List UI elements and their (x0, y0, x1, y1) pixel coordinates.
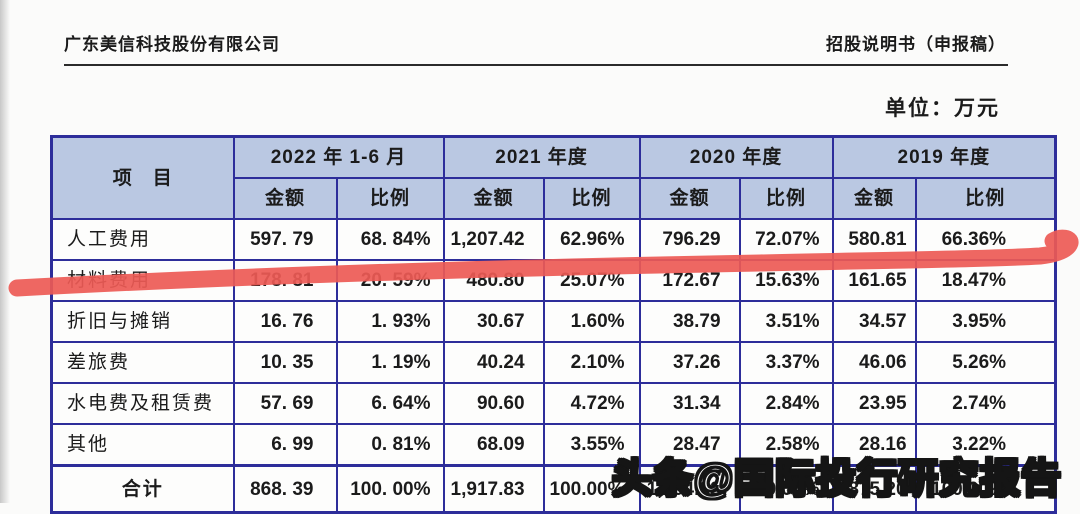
cell-ratio: 1. 19% (335, 341, 445, 384)
col-header-amount: 金额 (442, 177, 545, 220)
row-label: 差旅费 (50, 341, 235, 384)
cell-amount: 10. 35 (232, 341, 338, 384)
document-header: 广东美信科技股份有限公司 招股说明书（申报稿） (0, 0, 1080, 55)
cell-ratio: 3.55% (542, 423, 641, 467)
cell-amount: 28.16 (831, 423, 917, 467)
table-row: 人工费用 597. 79 68. 84% 1,207.42 62.96% 796.29 72… (50, 218, 1057, 261)
header-divider (64, 64, 1008, 66)
cell-ratio: 2.74% (914, 382, 1057, 425)
col-header-amount: 金额 (232, 177, 338, 220)
col-header-ratio: 比例 (542, 177, 641, 220)
cell-amount: 31.34 (638, 382, 741, 425)
table-row: 折旧与摊销 16. 76 1. 93% 30.67 1.60% 38.79 3.51% 34.… (50, 300, 1057, 343)
unit-row: 单位：万元 (0, 66, 1080, 122)
cell-ratio: 1.60% (542, 300, 641, 343)
col-header-period-2019: 2019 年度 (831, 135, 1057, 179)
col-header-amount: 金额 (831, 177, 917, 220)
col-header-amount: 金额 (638, 177, 741, 220)
cell-ratio: 5.26% (914, 341, 1057, 384)
cell-ratio: 72.07% (738, 218, 834, 261)
cell-amount: 796.29 (638, 218, 741, 261)
row-label: 水电费及租赁费 (50, 382, 235, 425)
cell-ratio: 6. 64% (335, 382, 445, 425)
cell-ratio: 2.58% (738, 423, 834, 467)
col-header-period-2021: 2021 年度 (442, 135, 641, 179)
cell-amount: 28.47 (638, 423, 741, 467)
cell-ratio: 62.96% (542, 218, 641, 261)
cell-ratio: 3.51% (738, 300, 834, 343)
table-header-period-row: 项 目 2022 年 1-6 月 2021 年度 2020 年度 2019 年度 (50, 135, 1057, 220)
cell-ratio: 2.10% (542, 341, 641, 384)
cell-amount: 40.24 (442, 341, 545, 384)
table-row: 水电费及租赁费 57. 69 6. 64% 90.60 4.72% 31.34 2.84% 2… (50, 382, 1057, 425)
cell-amount: 172.67 (638, 259, 741, 302)
cell-amount: 38.79 (638, 300, 741, 343)
cell-ratio: 66.36% (914, 218, 1057, 261)
col-header-period-2020: 2020 年度 (638, 135, 834, 179)
cell-ratio: 3.37% (738, 341, 834, 384)
cell-amount: 580.81 (831, 218, 917, 261)
cell-amount: 597. 79 (232, 218, 338, 261)
cell-amount: 68.09 (442, 423, 545, 467)
cell-ratio: 18.47% (914, 259, 1057, 302)
row-label: 其他 (50, 423, 235, 467)
cell-ratio: 2.84% (738, 382, 834, 425)
cell-ratio: 25.07% (542, 259, 641, 302)
cell-amount: 868. 39 (232, 464, 338, 514)
cell-ratio: 0. 81% (335, 423, 445, 467)
cell-ratio: 100. 00% (335, 464, 445, 514)
company-name: 广东美信科技股份有限公司 (64, 35, 280, 54)
doc-title: 招股说明书（申报稿） (826, 35, 1006, 54)
cell-ratio: 4.72% (542, 382, 641, 425)
cell-amount: 6. 99 (232, 423, 338, 467)
cell-amount: 16. 76 (232, 300, 338, 343)
cell-amount: 161.65 (831, 259, 917, 302)
row-label: 合计 (50, 464, 235, 514)
col-header-ratio: 比例 (914, 177, 1057, 220)
col-header-ratio: 比例 (335, 177, 445, 220)
cell-ratio: 3.95% (914, 300, 1057, 343)
cell-ratio: 68. 84% (335, 218, 445, 261)
cell-amount: 34.57 (831, 300, 917, 343)
table-row: 差旅费 10. 35 1. 19% 40.24 2.10% 37.26 3.37% 46.06… (50, 341, 1057, 384)
table-header-measure-row: 金额 比例 金额 比例 金额 比例 金额 比例 (52, 177, 1057, 220)
row-label: 折旧与摊销 (50, 300, 235, 343)
col-header-item: 项 目 (50, 135, 235, 220)
table-row: 其他 6. 99 0. 81% 68.09 3.55% 28.47 2.58% 28.16 3.… (50, 423, 1057, 467)
cell-amount: 23.95 (831, 382, 917, 425)
cell-amount: 37.26 (638, 341, 741, 384)
cell-amount: 30.67 (442, 300, 545, 343)
cell-amount: 1,207.42 (442, 218, 545, 261)
cell-ratio: 20. 59% (335, 259, 445, 302)
cell-ratio: 3.22% (914, 423, 1057, 467)
watermark-text: 头条@国际投行研究报告 (611, 456, 1063, 502)
row-label: 材料费用 (50, 259, 235, 302)
table-row: 材料费用 178. 81 20. 59% 480.80 25.07% 172.67 15.6… (50, 259, 1057, 302)
cell-amount: 1,917.83 (442, 464, 545, 514)
row-label: 人工费用 (50, 218, 235, 261)
cell-amount: 46.06 (831, 341, 917, 384)
cell-ratio: 1. 93% (335, 300, 445, 343)
cell-amount: 480.80 (442, 259, 545, 302)
cell-amount: 90.60 (442, 382, 545, 425)
scan-edge-shadow (0, 0, 10, 503)
col-header-period-2022: 2022 年 1-6 月 (232, 135, 445, 179)
cell-ratio: 15.63% (738, 259, 834, 302)
col-header-ratio: 比例 (738, 177, 834, 220)
cell-amount: 178. 81 (232, 259, 338, 302)
cell-amount: 57. 69 (232, 382, 338, 425)
unit-label: 单位：万元 (885, 97, 1000, 120)
